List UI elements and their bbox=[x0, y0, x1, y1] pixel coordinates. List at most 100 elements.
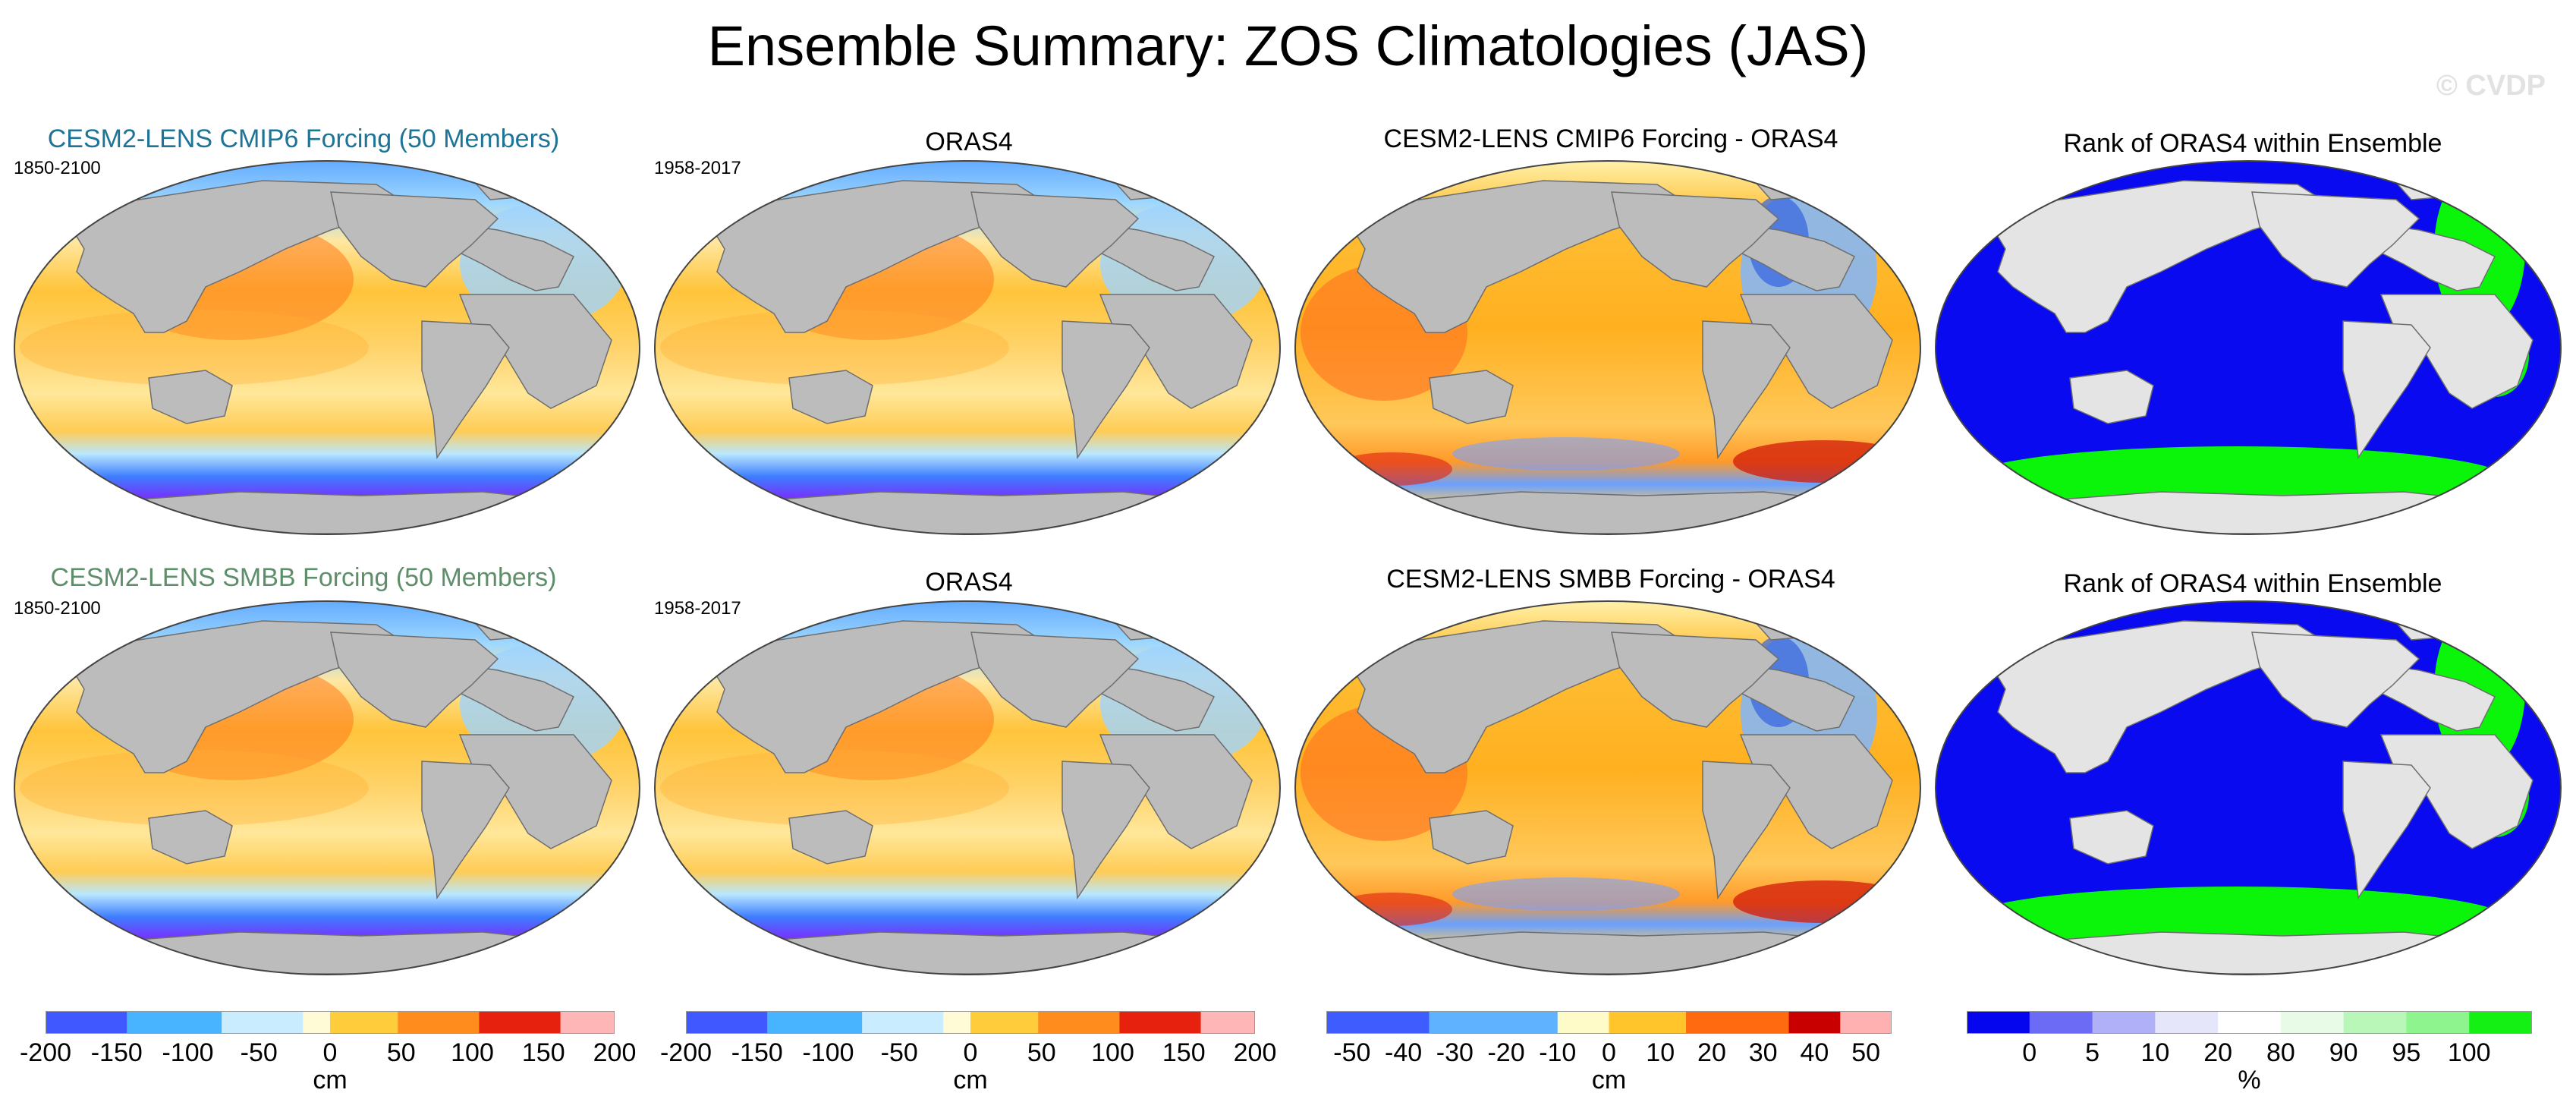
colorbar-tick-label: 20 bbox=[2203, 1038, 2233, 1067]
colorbar-tick-label: 30 bbox=[1748, 1038, 1778, 1067]
landmass-namer bbox=[970, 632, 1140, 728]
colorbar-tick-label: 0 bbox=[963, 1038, 978, 1067]
colorbar-segment bbox=[398, 1011, 412, 1034]
colorbar-segment bbox=[1506, 1011, 1533, 1034]
colorbar-tick-label: 150 bbox=[1162, 1038, 1206, 1067]
colorbar-segment bbox=[248, 1011, 263, 1034]
landmass-aus bbox=[788, 810, 873, 865]
colorbar-segment bbox=[113, 1011, 127, 1034]
colorbar-segment bbox=[58, 1011, 74, 1034]
colorbar-segment bbox=[1866, 1011, 1892, 1034]
colorbar-unit-label: cm bbox=[953, 1066, 988, 1095]
colorbar-segment bbox=[222, 1011, 236, 1034]
colorbar-segment bbox=[1377, 1011, 1404, 1034]
colorbar-segment bbox=[2469, 1011, 2532, 1034]
colorbar-segment bbox=[533, 1011, 548, 1034]
colorbar-segment bbox=[411, 1011, 426, 1034]
colorbar-unit-label: % bbox=[2238, 1066, 2261, 1095]
colorbar-segment bbox=[86, 1011, 100, 1034]
colorbar-segment bbox=[1634, 1011, 1661, 1034]
colorbar-tick-label: 150 bbox=[521, 1038, 565, 1067]
colorbar-climatology-2 bbox=[686, 1011, 1255, 1034]
colorbar-segment bbox=[1351, 1011, 1379, 1034]
colorbar-segment bbox=[316, 1011, 331, 1034]
colorbar-tick-label: 200 bbox=[593, 1038, 637, 1067]
colorbar-segment bbox=[1480, 1011, 1507, 1034]
landmass-namer bbox=[2251, 632, 2420, 728]
colorbar-segment bbox=[712, 1011, 728, 1034]
colorbar-segment bbox=[876, 1011, 890, 1034]
colorbar-segment bbox=[943, 1011, 958, 1034]
colorbar-segment bbox=[479, 1011, 493, 1034]
colorbar-segment bbox=[357, 1011, 372, 1034]
colorbar-segment bbox=[1160, 1011, 1175, 1034]
landmass-namer bbox=[1611, 632, 1780, 728]
colorbar-segment bbox=[194, 1011, 209, 1034]
colorbar-segment bbox=[574, 1011, 588, 1034]
colorbar-unit-label: cm bbox=[1591, 1066, 1627, 1095]
colorbar-segment bbox=[753, 1011, 768, 1034]
colorbar-tick-label: 0 bbox=[2022, 1038, 2037, 1067]
landmass-samer bbox=[1702, 761, 1791, 900]
landmass-aus bbox=[1429, 810, 1514, 865]
colorbar-segment bbox=[140, 1011, 155, 1034]
colorbar-segment bbox=[1133, 1011, 1147, 1034]
colorbar-segment bbox=[1173, 1011, 1188, 1034]
colorbar-tick-label: -200 bbox=[19, 1038, 72, 1067]
colorbar-segment bbox=[275, 1011, 290, 1034]
colorbar-segment bbox=[208, 1011, 222, 1034]
landmass-samer bbox=[1062, 761, 1150, 900]
landmass-samer bbox=[421, 320, 510, 460]
colorbar-tick-label: -150 bbox=[90, 1038, 143, 1067]
landmass-samer bbox=[1702, 320, 1791, 460]
landmass-namer bbox=[330, 191, 499, 288]
colorbar-tick-label: 50 bbox=[1027, 1038, 1056, 1067]
colorbar-segment bbox=[781, 1011, 795, 1034]
colorbar-segment bbox=[99, 1011, 114, 1034]
colorbar-segment bbox=[821, 1011, 835, 1034]
colorbar-segment bbox=[1052, 1011, 1066, 1034]
colorbar-segment bbox=[1660, 1011, 1687, 1034]
row1-rank-map bbox=[1933, 158, 2563, 537]
colorbar-segment bbox=[1200, 1011, 1215, 1034]
colorbar-segment bbox=[1106, 1011, 1120, 1034]
row2-diff-title: CESM2-LENS SMBB Forcing - ORAS4 bbox=[1386, 565, 1835, 594]
colorbar-segment bbox=[1065, 1011, 1080, 1034]
colorbar-segment bbox=[848, 1011, 863, 1034]
colorbar-segment bbox=[2218, 1011, 2282, 1034]
colorbar-segment bbox=[330, 1011, 344, 1034]
row2-rank-map bbox=[1933, 598, 2563, 978]
colorbar-tick-label: -50 bbox=[1333, 1038, 1371, 1067]
colorbar-segment bbox=[902, 1011, 917, 1034]
row1-obs-period: 1958-2017 bbox=[654, 158, 741, 178]
map-surface bbox=[1295, 161, 1920, 534]
colorbar-segment bbox=[451, 1011, 467, 1034]
colorbar-segment bbox=[1686, 1011, 1713, 1034]
colorbar-segment bbox=[1038, 1011, 1052, 1034]
colorbar-segment bbox=[520, 1011, 534, 1034]
colorbar-segment bbox=[1024, 1011, 1039, 1034]
colorbar-segment bbox=[46, 1011, 60, 1034]
colorbar-tick-label: 95 bbox=[2392, 1038, 2421, 1067]
watermark: © CVDP bbox=[2436, 70, 2546, 102]
colorbar-segment bbox=[587, 1011, 602, 1034]
colorbar-segment bbox=[2343, 1011, 2407, 1034]
colorbar-segment bbox=[2280, 1011, 2345, 1034]
colorbar-segment bbox=[1078, 1011, 1093, 1034]
landmass-samer bbox=[421, 761, 510, 900]
colorbar-segment bbox=[2092, 1011, 2156, 1034]
colorbar-tick-label: 0 bbox=[322, 1038, 338, 1067]
colorbar-segment bbox=[1403, 1011, 1430, 1034]
colorbar-segment bbox=[601, 1011, 615, 1034]
map-surface bbox=[1295, 601, 1920, 975]
colorbar-segment bbox=[997, 1011, 1012, 1034]
landmass-aus bbox=[148, 810, 233, 865]
colorbar-climatology-1 bbox=[46, 1011, 615, 1034]
colorbar-segment bbox=[1763, 1011, 1790, 1034]
colorbar-segment bbox=[1557, 1011, 1584, 1034]
colorbar-segment bbox=[425, 1011, 439, 1034]
landmass-aus bbox=[788, 370, 873, 424]
row2-ensemble-title: CESM2-LENS SMBB Forcing (50 Members) bbox=[50, 563, 557, 592]
colorbar-segment bbox=[1146, 1011, 1161, 1034]
colorbar-tick-label: -200 bbox=[659, 1038, 712, 1067]
